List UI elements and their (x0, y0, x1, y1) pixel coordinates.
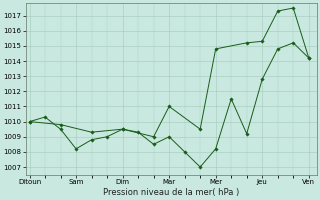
X-axis label: Pression niveau de la mer( hPa ): Pression niveau de la mer( hPa ) (103, 188, 239, 197)
